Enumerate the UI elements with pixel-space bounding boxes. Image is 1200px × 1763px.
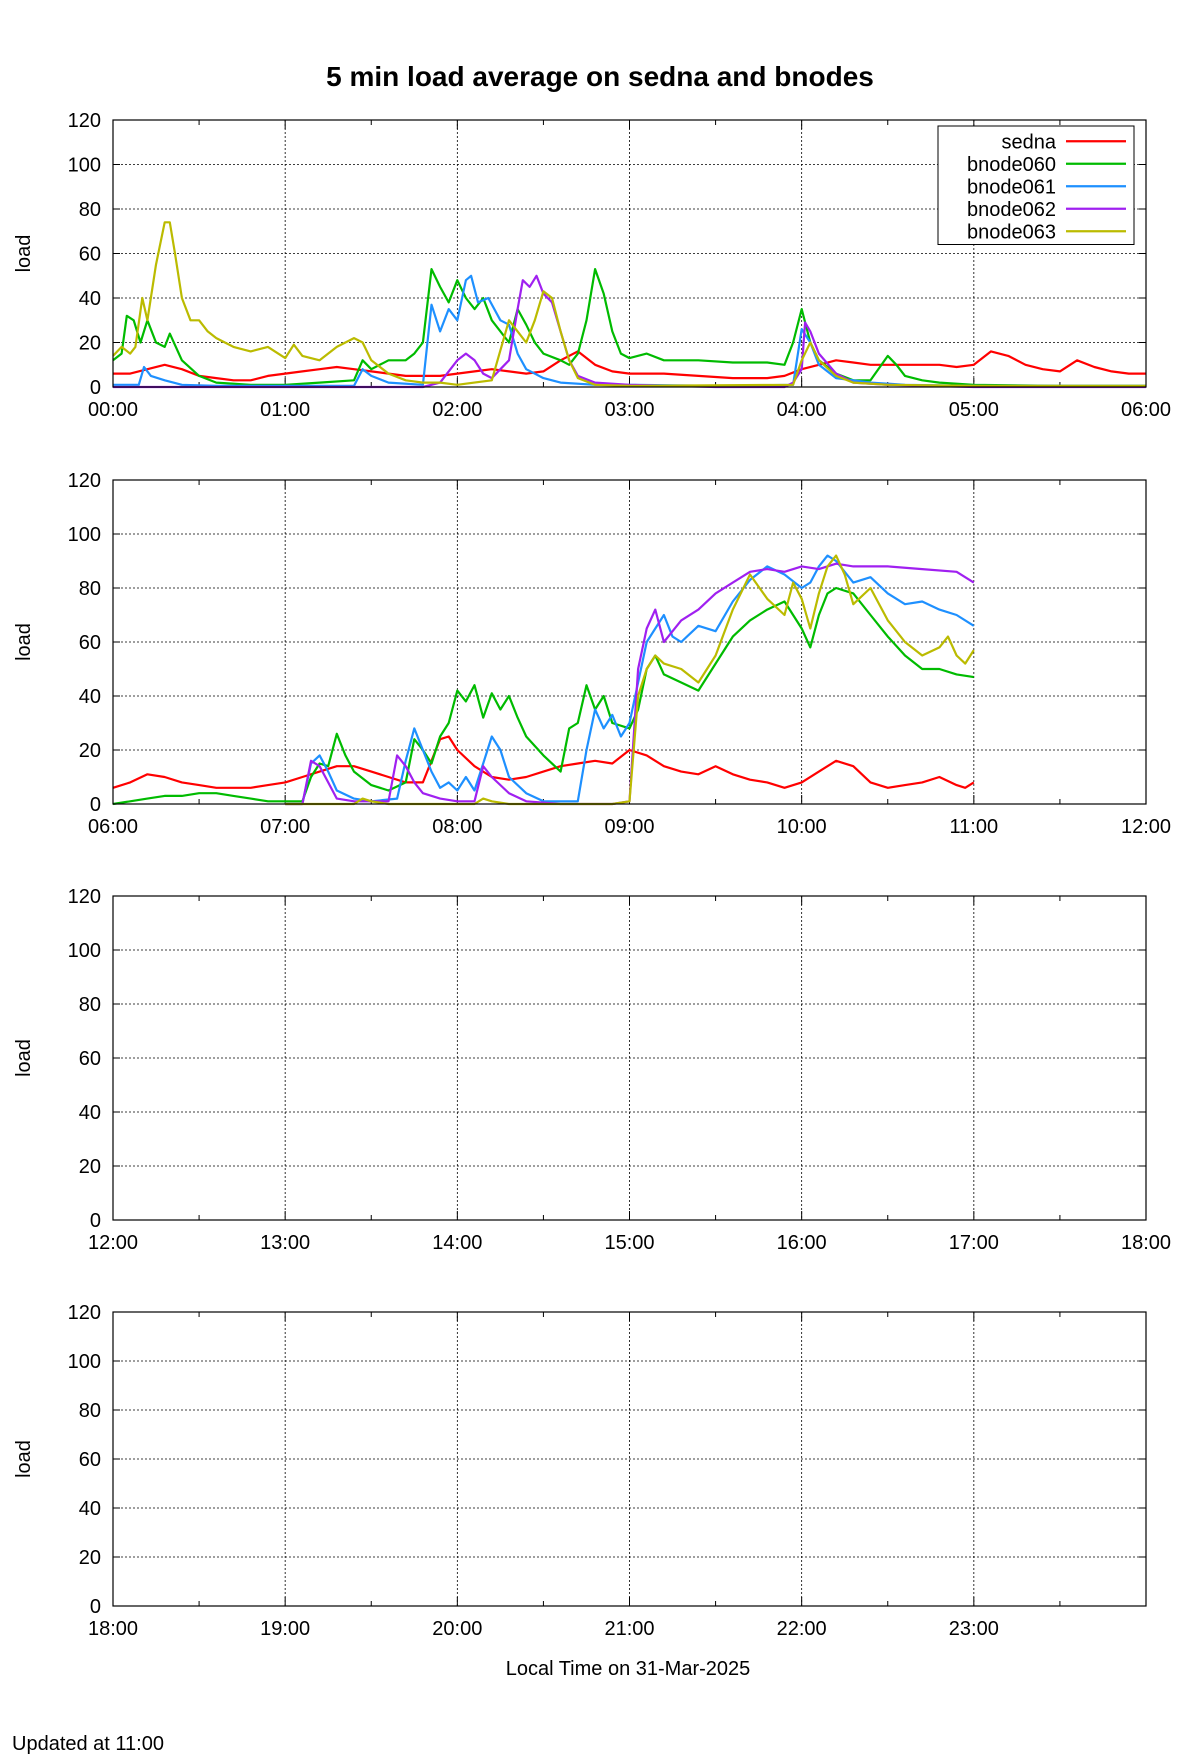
y-tick-label: 80 [79,199,101,221]
x-tick-label: 00:00 [88,399,138,421]
chart-panel-2: 0 20 40 60 80 100 120 06:00 07:00 08:00 09:00 10:00… [13,470,1171,838]
y-tick-label: 0 [90,377,101,399]
chart-panel-3: 0 20 40 60 80 100 120 12:00 13:00 14:00 15:00 16:00… [13,886,1171,1254]
chart-title: 5 min load average on sedna and bnodes [326,61,874,92]
x-tick-label: 06:00 [1121,399,1171,421]
y-axis-title: load [13,623,35,661]
y-tick-label: 40 [79,1498,101,1520]
x-tick-label: 23:00 [949,1618,999,1640]
x-tick-label: 14:00 [432,1232,482,1254]
y-tick-label: 120 [68,1302,101,1324]
y-tick-label: 60 [79,244,101,266]
chart-panel-4: 0 20 40 60 80 100 120 18:00 19:00 20:00 21:00 22:00… [13,1302,1147,1640]
y-tick-label: 20 [79,333,101,355]
x-tick-label: 09:00 [604,816,654,838]
y-axis-title: load [13,235,35,273]
chart-panel-1: 0 20 40 60 80 100 120 00:00 01:00 02:00 03:00 04:00… [13,110,1171,421]
x-tick-label: 05:00 [949,399,999,421]
x-tick-label: 21:00 [604,1618,654,1640]
x-tick-label: 12:00 [1121,816,1171,838]
legend-label-bnode063: bnode063 [967,221,1056,243]
plot-frame [112,119,1147,388]
y-tick-label: 100 [68,940,101,962]
y-axis-title: load [13,1440,35,1478]
series-line-sedna [112,735,975,789]
series-line-bnode062 [285,562,975,806]
y-tick-label: 80 [79,994,101,1016]
x-tick-label: 12:00 [88,1232,138,1254]
x-tick-label: 13:00 [260,1232,310,1254]
y-tick-label: 120 [68,470,101,492]
y-axis-title: load [13,1039,35,1077]
y-tick-label: 100 [68,1351,101,1373]
plot-frame [112,1311,1147,1607]
x-tick-label: 18:00 [88,1618,138,1640]
y-tick-label: 60 [79,1449,101,1471]
y-tick-label: 40 [79,288,101,310]
x-tick-label: 01:00 [260,399,310,421]
x-tick-label: 10:00 [777,816,827,838]
x-tick-label: 11:00 [950,816,999,838]
series-line-bnode063 [112,221,1146,387]
y-tick-label: 80 [79,578,101,600]
y-tick-label: 0 [90,794,101,816]
x-tick-label: 03:00 [604,399,654,421]
x-tick-label: 22:00 [777,1618,827,1640]
y-tick-label: 120 [68,110,101,132]
y-tick-label: 60 [79,632,101,654]
x-axis-title: Local Time on 31-Mar-2025 [506,1658,751,1680]
legend-label-sedna: sedna [1002,131,1057,153]
y-tick-label: 0 [90,1596,101,1618]
x-tick-label: 07:00 [260,816,310,838]
y-tick-label: 20 [79,1156,101,1178]
x-tick-label: 18:00 [1121,1232,1171,1254]
y-tick-label: 60 [79,1048,101,1070]
x-tick-label: 16:00 [777,1232,827,1254]
x-tick-label: 06:00 [88,816,138,838]
x-tick-label: 02:00 [432,399,482,421]
legend-label-bnode060: bnode060 [967,154,1056,176]
plot-frame [112,895,1147,1221]
x-tick-label: 19:00 [260,1618,310,1640]
y-tick-label: 20 [79,1547,101,1569]
updated-footer: Updated at 11:00 [12,1733,164,1755]
plot-frame [112,479,1147,805]
y-tick-label: 80 [79,1400,101,1422]
y-tick-label: 120 [68,886,101,908]
y-tick-label: 40 [79,686,101,708]
y-tick-label: 20 [79,740,101,762]
x-tick-label: 17:00 [949,1232,999,1254]
legend-label-bnode062: bnode062 [967,199,1056,221]
series-line-bnode061 [285,554,975,806]
chart-panels: 0 20 40 60 80 100 120 00:00 01:00 02:00 03:00 04:00… [13,110,1171,1640]
x-tick-label: 04:00 [777,399,827,421]
y-tick-label: 40 [79,1102,101,1124]
legend-label-bnode061: bnode061 [967,176,1056,198]
x-tick-label: 15:00 [604,1232,654,1254]
y-tick-label: 0 [90,1210,101,1232]
series-line-bnode063 [285,554,975,806]
y-tick-label: 100 [68,155,101,177]
x-tick-label: 20:00 [432,1618,482,1640]
y-tick-label: 100 [68,524,101,546]
x-tick-label: 08:00 [432,816,482,838]
